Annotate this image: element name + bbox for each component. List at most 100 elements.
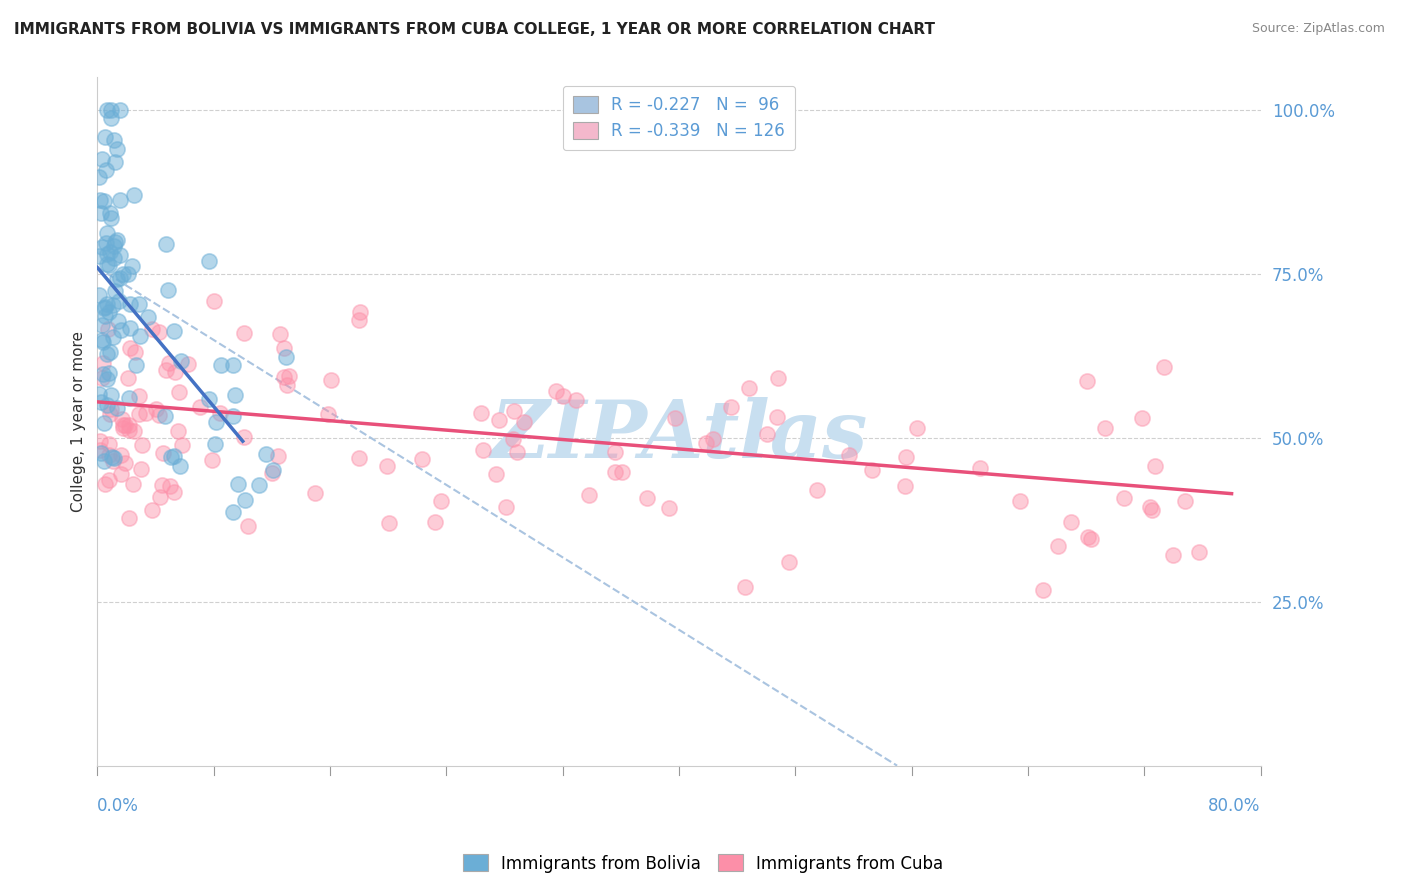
Point: [695, 435, 717, 450]
Point: [247, 478, 270, 492]
Text: Source: ZipAtlas.com: Source: ZipAtlas.com: [1251, 22, 1385, 36]
Point: [254, 447, 277, 461]
Point: [96, 226, 118, 240]
Point: [129, 462, 152, 476]
Point: [91, 356, 114, 370]
Point: [104, 284, 127, 298]
Point: [423, 515, 446, 529]
Text: IMMIGRANTS FROM BOLIVIA VS IMMIGRANTS FROM CUBA COLLEGE, 1 YEAR OR MORE CORRELAT: IMMIGRANTS FROM BOLIVIA VS IMMIGRANTS FR…: [14, 22, 935, 37]
Point: [120, 297, 142, 311]
Point: [89, 443, 111, 458]
Point: [111, 417, 134, 432]
Point: [221, 504, 243, 518]
Point: [176, 357, 198, 371]
Point: [103, 239, 125, 253]
Point: [91, 318, 114, 333]
Point: [551, 389, 574, 403]
Point: [155, 362, 177, 376]
Point: [1142, 503, 1164, 517]
Point: [1080, 533, 1102, 547]
Point: [94, 477, 117, 491]
Point: [93, 301, 115, 315]
Point: [276, 378, 298, 392]
Point: [89, 288, 111, 302]
Point: [1047, 539, 1070, 553]
Point: [188, 400, 211, 414]
Point: [1008, 493, 1031, 508]
Point: [233, 430, 256, 444]
Point: [506, 445, 529, 459]
Point: [110, 448, 132, 462]
Point: [411, 451, 433, 466]
Point: [1153, 359, 1175, 374]
Point: [107, 401, 129, 415]
Point: [87, 387, 110, 401]
Point: [98, 448, 121, 462]
Point: [98, 437, 121, 451]
Point: [148, 408, 170, 422]
Point: [128, 297, 150, 311]
Point: [104, 154, 127, 169]
Point: [105, 142, 128, 156]
Point: [226, 477, 249, 491]
Point: [169, 459, 191, 474]
Text: 80.0%: 80.0%: [1208, 797, 1261, 814]
Point: [128, 328, 150, 343]
Point: [905, 421, 928, 435]
Point: [502, 432, 524, 446]
Point: [118, 511, 141, 525]
Point: [860, 463, 883, 477]
Point: [163, 365, 186, 379]
Point: [1059, 515, 1081, 529]
Point: [1188, 545, 1211, 559]
Point: [128, 407, 150, 421]
Point: [429, 494, 451, 508]
Point: [378, 516, 401, 530]
Point: [273, 369, 295, 384]
Point: [578, 488, 600, 502]
Point: [93, 454, 115, 468]
Point: [316, 407, 339, 421]
Point: [93, 416, 115, 430]
Point: [1139, 500, 1161, 515]
Point: [702, 433, 724, 447]
Point: [141, 503, 163, 517]
Point: [94, 309, 117, 323]
Point: [103, 251, 125, 265]
Point: [232, 326, 254, 340]
Point: [1032, 582, 1054, 597]
Point: [605, 465, 627, 479]
Point: [105, 272, 128, 286]
Point: [513, 415, 536, 429]
Point: [894, 450, 917, 464]
Point: [89, 194, 111, 208]
Point: [152, 446, 174, 460]
Point: [111, 268, 134, 282]
Point: [495, 500, 517, 514]
Point: [349, 305, 371, 319]
Point: [108, 103, 131, 118]
Point: [117, 392, 139, 406]
Point: [503, 404, 526, 418]
Point: [204, 415, 226, 429]
Point: [110, 467, 132, 481]
Point: [197, 253, 219, 268]
Point: [204, 437, 226, 451]
Point: [209, 358, 232, 372]
Point: [163, 449, 186, 463]
Point: [93, 194, 115, 208]
Point: [167, 424, 190, 438]
Point: [150, 478, 173, 492]
Point: [167, 385, 190, 400]
Point: [89, 434, 111, 448]
Point: [278, 369, 301, 384]
Point: [488, 413, 510, 427]
Point: [159, 356, 181, 370]
Point: [117, 268, 139, 282]
Point: [141, 321, 163, 335]
Point: [778, 556, 800, 570]
Point: [1076, 374, 1098, 388]
Point: [1144, 459, 1167, 474]
Point: [114, 417, 136, 432]
Point: [485, 467, 508, 481]
